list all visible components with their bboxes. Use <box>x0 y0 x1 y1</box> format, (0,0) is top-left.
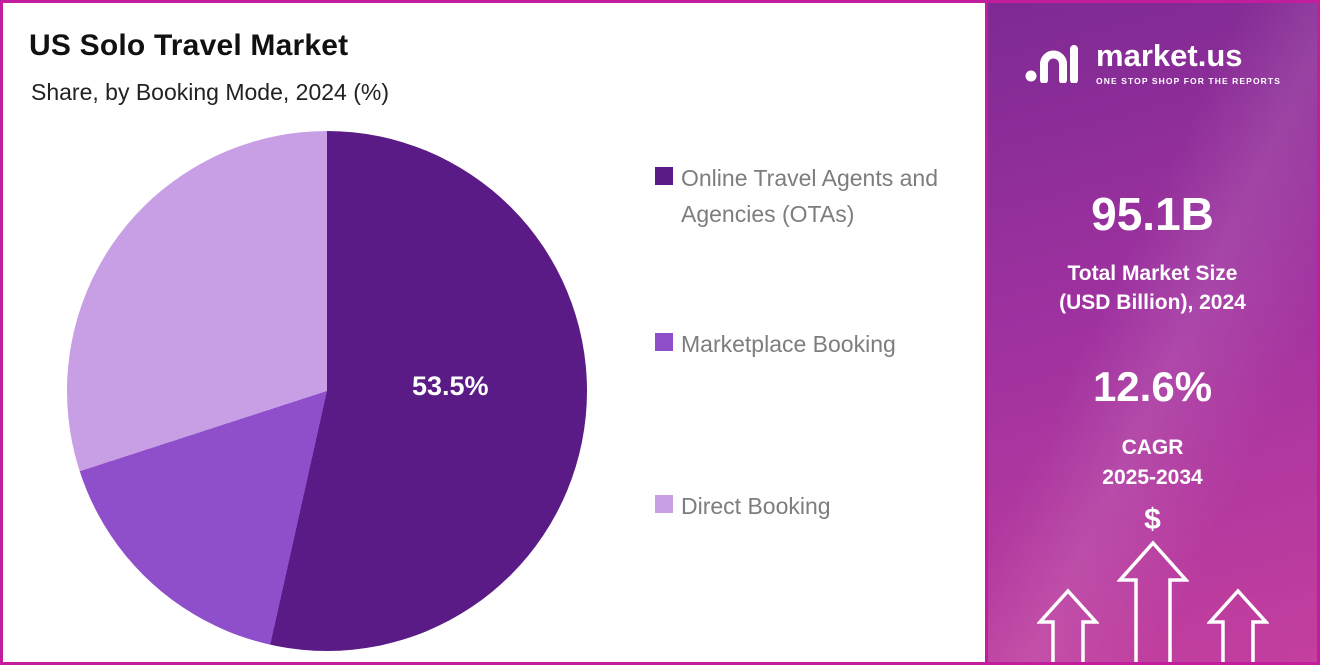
pie-chart <box>67 131 587 651</box>
legend-label-otas: Online Travel Agents and Agencies (OTAs) <box>681 165 938 227</box>
brand-logo: market.us ONE STOP SHOP FOR THE REPORTS <box>988 37 1317 88</box>
brand-text: market.us ONE STOP SHOP FOR THE REPORTS <box>1096 40 1281 86</box>
up-arrow-small-left-icon <box>1036 588 1099 662</box>
dollar-sign: $ <box>1144 503 1161 536</box>
legend-label-direct: Direct Booking <box>681 493 831 519</box>
cagr-value: 12.6% <box>1092 363 1213 410</box>
brand-sidebar: market.us ONE STOP SHOP FOR THE REPORTS … <box>985 3 1317 662</box>
cagr-label: CAGR 2025-2034 <box>1102 436 1203 490</box>
chart-panel: US Solo Travel Market Share, by Booking … <box>3 3 985 662</box>
legend-item-direct: Direct Booking <box>655 489 831 525</box>
up-arrow-small-right-icon <box>1206 588 1269 662</box>
chart-subtitle: Share, by Booking Mode, 2024 (%) <box>31 79 389 105</box>
legend-swatch-otas-icon <box>655 167 673 185</box>
up-arrow-large-center-icon <box>1116 540 1189 662</box>
legend-item-otas: Online Travel Agents and Agencies (OTAs) <box>655 161 953 232</box>
pie-slice-data-label: 53.5% <box>412 371 489 401</box>
legend-label-marketplace: Marketplace Booking <box>681 331 896 357</box>
legend-item-marketplace: Marketplace Booking <box>655 327 896 363</box>
legend-swatch-direct-icon <box>655 495 673 513</box>
page-title: US Solo Travel Market <box>29 29 349 62</box>
brand-name: market.us <box>1096 37 1243 73</box>
growth-arrows <box>988 540 1317 662</box>
marketus-logo-icon <box>1024 37 1086 88</box>
brand-tagline: ONE STOP SHOP FOR THE REPORTS <box>1096 75 1281 86</box>
pie-chart-area: 53.5% <box>67 131 587 651</box>
market-size-label: Total Market Size (USD Billion), 2024 <box>1059 262 1246 315</box>
legend-swatch-marketplace-icon <box>655 333 673 351</box>
market-size-value: 95.1B <box>1091 188 1214 240</box>
